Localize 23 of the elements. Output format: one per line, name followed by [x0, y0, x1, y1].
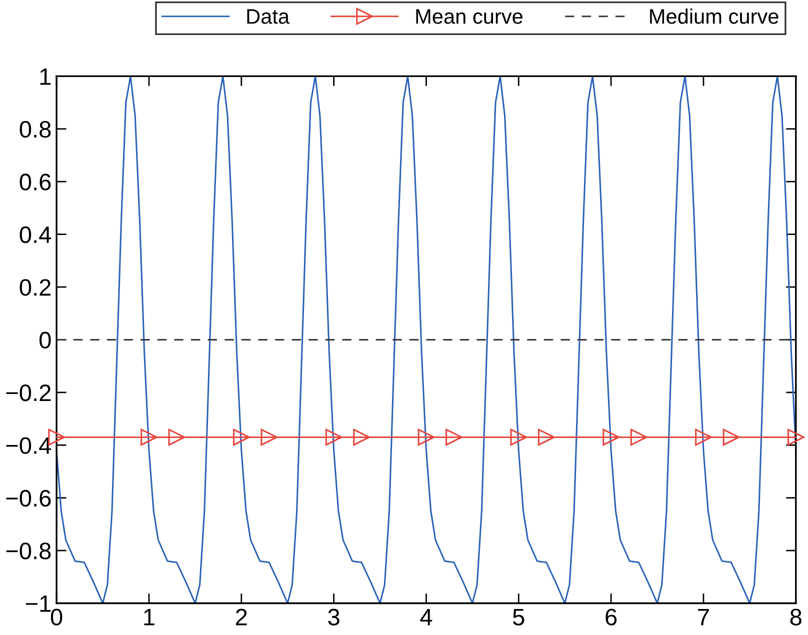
- legend-label: Medium curve: [650, 8, 778, 24]
- x-tick-label: 4: [420, 608, 432, 626]
- y-tick-label: −0.6: [6, 490, 51, 507]
- y-tick-label: −0.4: [6, 437, 52, 454]
- x-tick-label: 3: [328, 608, 340, 626]
- legend-label: Mean curve: [416, 9, 522, 24]
- y-tick-label: 0.2: [20, 279, 51, 296]
- x-tick-label: 8: [790, 608, 802, 626]
- y-tick-label: 1: [40, 68, 51, 85]
- x-tick-label: 6: [606, 608, 617, 626]
- x-tick-label: 2: [236, 608, 247, 626]
- x-tick-label: 0: [50, 608, 62, 626]
- y-tick-label: −0.8: [6, 542, 51, 560]
- y-tick-label: −1: [26, 596, 51, 612]
- x-tick-label: 7: [698, 608, 709, 626]
- y-tick-label: 0.8: [20, 120, 51, 138]
- y-tick-label: 0: [39, 332, 51, 349]
- x-tick-label: 1: [144, 608, 154, 626]
- y-tick-label: 0.6: [20, 174, 51, 190]
- x-tick-label: 5: [513, 608, 524, 626]
- y-tick-label: −0.2: [6, 384, 51, 402]
- legend-label: Data: [247, 9, 290, 24]
- y-tick-label: 0.4: [20, 226, 52, 244]
